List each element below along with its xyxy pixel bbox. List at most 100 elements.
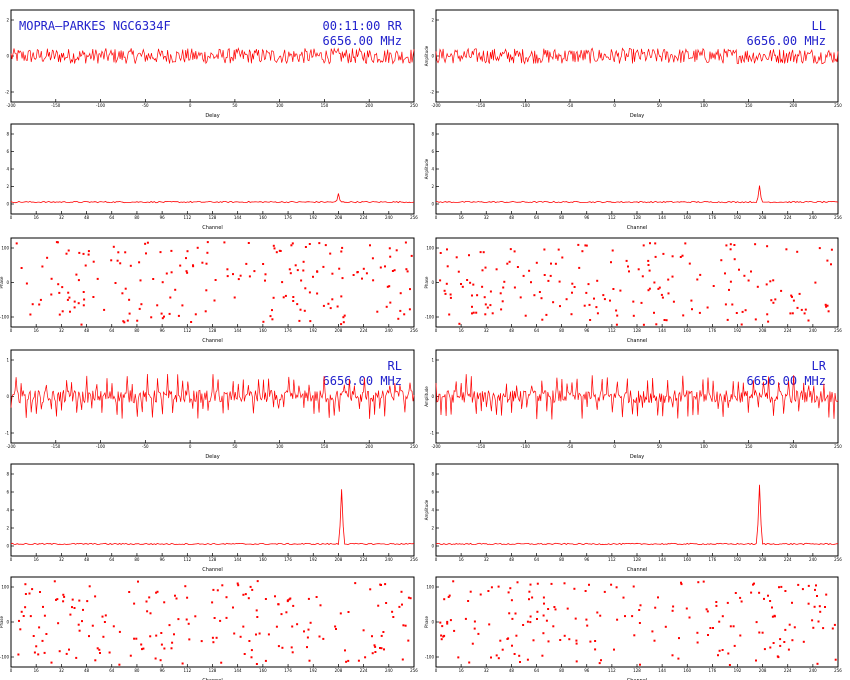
phase-point [169,296,172,299]
phase-point [518,654,521,657]
x-tick-label: -100 [521,103,531,108]
phase-point [43,614,46,617]
phase-point [721,615,724,618]
x-tick-label: 0 [435,668,438,673]
phase-point [559,305,561,308]
x-tick-label: -50 [142,103,149,108]
phase-point [647,259,650,262]
phase-point [29,313,32,316]
y-tick-label: 6 [6,490,9,495]
phase-point [833,623,836,626]
phase-point [341,277,344,280]
phase-point [589,640,592,643]
phase-point [542,632,545,635]
phase-point [280,613,283,616]
x-tick-label: 0 [613,103,616,108]
phase-point [615,586,618,589]
x-tick-label: 200 [790,444,798,449]
x-tick-label: 176 [284,668,292,673]
x-tick-label: 48 [84,328,90,333]
x-tick-label: 16 [34,668,40,673]
x-tick-label: 32 [59,328,65,333]
x-tick-label: 80 [134,328,140,333]
y-tick-label: 6 [431,149,434,154]
phase-point [291,625,294,628]
phase-point [588,583,590,586]
phase-point [602,294,605,297]
phase-point [296,303,299,306]
phase-point [236,582,239,585]
phase-point [400,590,403,593]
x-tick-label: 150 [745,444,753,449]
x-tick-label: 160 [683,668,691,673]
y-tick-label: -100 [0,655,9,660]
phase-point [519,296,522,299]
amplitude-trace [435,185,839,204]
phase-point [511,617,514,620]
phase-point [482,251,485,254]
phase-point [214,279,217,281]
phase-point [18,619,20,622]
x-tick-label: 50 [657,103,663,108]
phase-point [262,320,265,323]
x-tick-label: 80 [134,668,140,673]
phase-point [357,659,360,662]
phase-point [671,609,674,612]
x-tick-label: 64 [109,215,115,220]
phase-point [625,259,628,262]
phase-point [154,657,157,660]
phase-point [709,627,712,629]
frequency-label: 6656.00 MHz [323,374,402,388]
y-tick-label: 0 [6,620,9,625]
phase-point [148,596,151,599]
phase-point [440,638,443,641]
phase-point [372,279,375,282]
phase-point [380,634,383,637]
phase-point [593,297,595,300]
phase-point [318,242,321,245]
phase-point [376,310,379,313]
phase-point [547,640,550,643]
phase-point [830,263,832,266]
phase-point [672,300,675,303]
phase-point [585,291,588,294]
phase-point [466,279,469,281]
x-tick-label: 128 [633,328,641,333]
y-tick-label: 0 [6,394,9,399]
y-axis-label: Phase [0,615,4,627]
phase-point [275,625,278,628]
phase-point [389,255,392,258]
phase-point [600,659,602,662]
phase-point [212,641,215,644]
phase-point [292,296,295,298]
phase-point [508,260,511,263]
phase-point [825,593,828,596]
phase-point [78,629,81,632]
y-tick-label: 2 [6,526,9,531]
phase-point [563,634,566,637]
phase-point [587,283,590,286]
phase-point [653,639,656,642]
phase-point [15,242,18,245]
phase-point [294,264,297,267]
phase-point [329,252,332,255]
x-tick-label: 16 [459,668,465,673]
phase-point [371,652,374,655]
phase-point [140,643,143,646]
phase-point [667,278,670,281]
x-tick-label: 64 [109,668,115,673]
phase-point [248,275,251,278]
phase-point [149,612,152,615]
x-tick-label: 240 [809,668,817,673]
phase-point [69,613,72,616]
phase-point [88,585,91,588]
phase-point [772,642,775,644]
phase-point [101,615,104,618]
phase-point [524,314,527,317]
phase-point [678,637,680,640]
y-tick-label: 4 [6,508,9,513]
phase-point [830,248,833,251]
phase-point [242,593,245,596]
x-tick-label: 256 [834,557,842,562]
x-tick-label: 48 [509,668,515,673]
